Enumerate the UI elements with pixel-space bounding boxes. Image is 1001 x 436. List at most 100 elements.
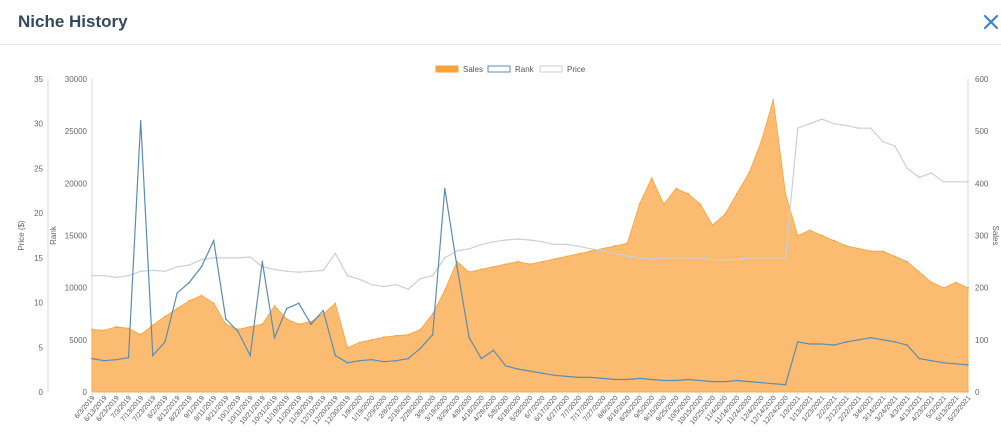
rank-point	[249, 354, 251, 357]
price-point	[809, 122, 811, 125]
rank-point	[358, 359, 361, 362]
rank-point	[261, 260, 264, 263]
rank-point	[431, 333, 434, 336]
price-point	[212, 257, 215, 259]
rank-point	[882, 339, 884, 341]
sales-point	[139, 333, 142, 336]
sales-point	[468, 271, 471, 273]
sales-point	[918, 271, 921, 273]
sales-point	[602, 247, 604, 250]
price-point	[638, 257, 641, 259]
price-tick-label: 15	[34, 254, 43, 263]
legend-label: Sales	[463, 65, 483, 74]
rank-point	[736, 379, 738, 382]
rank-point	[322, 309, 325, 312]
sales-point	[650, 177, 653, 180]
rank-point	[273, 336, 276, 339]
price-point	[115, 276, 118, 279]
rank-point	[164, 341, 166, 343]
price-point	[444, 257, 446, 259]
price-tick-label: 10	[34, 299, 43, 308]
price-tick-label: 20	[34, 209, 43, 218]
price-point	[602, 249, 604, 252]
header-divider	[0, 44, 1001, 45]
sales-point	[176, 307, 179, 310]
legend-label: Rank	[515, 65, 535, 74]
rank-point	[869, 336, 872, 339]
sales-point	[833, 239, 836, 242]
sales-point	[200, 294, 203, 297]
sales-point	[383, 336, 385, 339]
rank-point	[894, 341, 896, 343]
price-point	[772, 257, 775, 259]
rank-point	[650, 378, 653, 381]
sales-point	[237, 328, 239, 331]
price-point	[127, 274, 130, 277]
sales-point	[954, 281, 957, 284]
price-point	[626, 255, 629, 257]
sales-point	[857, 247, 860, 250]
rank-point	[310, 323, 312, 326]
rank-point	[590, 376, 592, 379]
rank-point	[760, 381, 762, 384]
rank-point	[663, 379, 665, 382]
sales-point	[310, 320, 312, 323]
price-point	[371, 283, 373, 286]
price-point	[91, 274, 93, 277]
rank-point	[675, 379, 677, 382]
price-point	[614, 252, 616, 255]
price-point	[541, 241, 543, 243]
sales-point	[577, 252, 580, 255]
price-points	[91, 118, 969, 291]
sales-point	[273, 305, 276, 307]
sales-point	[845, 245, 848, 247]
price-point	[492, 241, 495, 243]
legend-swatch	[539, 65, 563, 73]
close-icon	[983, 14, 999, 30]
rank-point	[955, 363, 957, 365]
price-point	[419, 277, 422, 280]
price-point	[273, 268, 276, 271]
sales-point	[735, 192, 738, 195]
price-point	[468, 248, 471, 250]
price-point	[723, 258, 726, 261]
sales-point	[723, 213, 726, 216]
price-tick-label: 25	[34, 164, 43, 173]
rank-point	[298, 302, 300, 305]
sales-axis-title: Sales	[991, 225, 1000, 245]
sales-point	[115, 325, 118, 328]
rank-tick-label: 15000	[65, 232, 88, 241]
rank-point	[796, 341, 799, 343]
price-tick-label: 35	[34, 75, 43, 84]
sales-point	[164, 315, 166, 318]
price-point	[675, 257, 677, 259]
price-point	[942, 181, 945, 183]
price-axis-title: Price ($)	[17, 220, 26, 251]
sales-point	[480, 268, 483, 271]
rank-point	[176, 292, 178, 294]
rank-point	[444, 187, 446, 190]
sales-point	[906, 260, 909, 263]
price-point	[650, 258, 653, 260]
sales-point	[821, 234, 823, 237]
sales-point	[91, 328, 93, 331]
rank-point	[103, 359, 105, 362]
price-point	[395, 283, 398, 286]
rank-point	[626, 378, 629, 381]
rank-tick-label: 10000	[65, 284, 88, 293]
rank-point	[468, 336, 471, 339]
rank-point	[237, 330, 239, 333]
close-button[interactable]	[980, 10, 1001, 34]
sales-tick-label: 600	[975, 75, 989, 84]
sales-point	[565, 255, 568, 258]
price-point	[383, 285, 385, 288]
rank-tick-label: 5000	[69, 336, 87, 345]
rank-point	[711, 380, 714, 383]
price-tick-label: 5	[39, 343, 44, 352]
rank-point	[419, 347, 422, 350]
sales-point	[772, 99, 775, 101]
rank-point	[407, 357, 410, 360]
sales-point	[748, 172, 750, 174]
price-point	[906, 167, 908, 170]
price-point	[431, 274, 434, 277]
